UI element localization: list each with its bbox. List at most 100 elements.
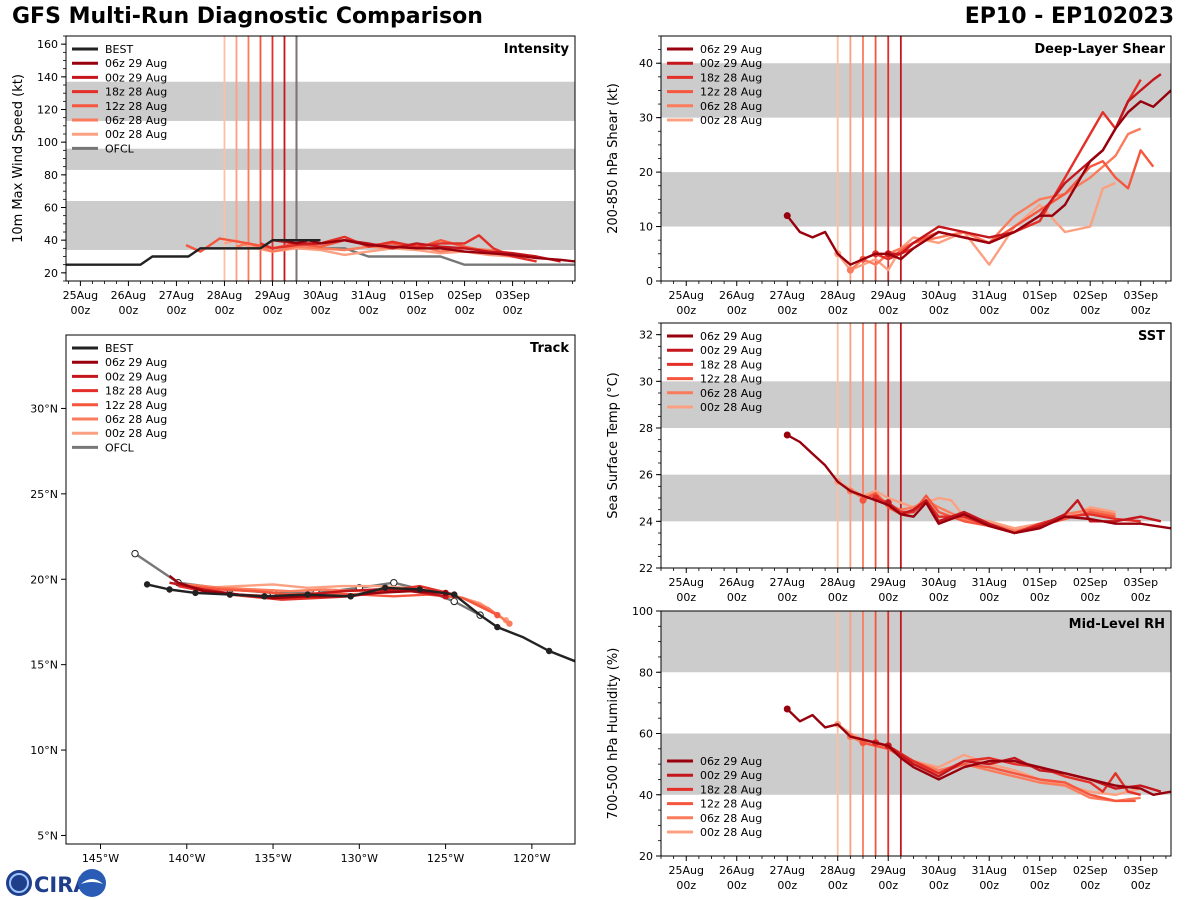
legend-label: 00z 28 Aug: [700, 401, 762, 414]
x-tick-label: 00z: [777, 591, 797, 604]
track-position-marker: [226, 591, 234, 598]
series-line-18z-28-aug: [875, 741, 1141, 796]
legend-label: 12z 28 Aug: [700, 373, 762, 386]
track-position-marker: [451, 591, 458, 598]
panel-title: Mid-Level RH: [1069, 617, 1165, 632]
y-tick-label: 100: [632, 605, 653, 618]
x-tick-label: 01Sep: [1022, 576, 1057, 589]
y-tick-label: 32: [639, 329, 653, 342]
x-tick-label: 01Sep: [399, 289, 434, 302]
series-line-06z-29-aug: [786, 433, 1171, 535]
x-tick-label: 00z: [777, 304, 797, 317]
y-tick-label: 28: [639, 422, 653, 435]
x-tick-label: 28Aug: [820, 289, 855, 302]
legend-label: 06z 28 Aug: [700, 387, 762, 400]
x-tick-label: 30Aug: [921, 864, 956, 877]
y-tick-label: 30: [639, 112, 653, 125]
series-line-06z-29-aug: [786, 708, 1171, 796]
plot-area-shear: [783, 36, 1171, 281]
logo-badge-icon: [78, 869, 106, 897]
plot-area-track: [131, 549, 575, 663]
y-tick-label: 24: [639, 515, 653, 528]
y-tick-label: 60: [639, 728, 653, 741]
legend-label: 00z 29 Aug: [105, 370, 167, 383]
x-tick-label: 135°W: [254, 852, 291, 865]
x-tick-label: 02Sep: [1073, 576, 1108, 589]
panel-title: Deep-Layer Shear: [1034, 42, 1165, 57]
y-tick-label: 22: [639, 562, 653, 575]
y-tick-label: 40: [639, 789, 653, 802]
series-line-12z-28-aug: [862, 149, 1155, 261]
track-position-marker: [506, 620, 513, 627]
y-tick-label: 80: [639, 666, 653, 679]
series-line-06z-29-aug: [168, 574, 446, 600]
legend-label: 06z 28 Aug: [105, 413, 167, 426]
run-start-marker: [783, 212, 791, 220]
x-tick-label: 00z: [71, 304, 91, 317]
chart-sst: 22 24 26 28 30 32 25Aug 00z 26Aug 00z 27Aug 00z 28Au…: [606, 322, 1172, 604]
x-tick-label: 26Aug: [719, 864, 754, 877]
threshold-band: [661, 381, 1171, 428]
y-tick-label: 120: [37, 104, 58, 117]
x-tick-label: 00z: [407, 304, 427, 317]
storm-id-label: EP10 - EP102023: [964, 4, 1174, 29]
x-tick-label: 27Aug: [769, 864, 804, 877]
legend-label: 18z 28 Aug: [105, 385, 167, 398]
y-tick-label: 10°N: [30, 744, 58, 757]
x-tick-label: 00z: [1080, 304, 1100, 317]
run-start-marker: [846, 266, 854, 274]
series-line-00z-29-aug: [887, 744, 1162, 793]
x-tick-label: 00z: [929, 304, 949, 317]
x-tick-label: 02Sep: [447, 289, 482, 302]
x-tick-label: 00z: [878, 879, 898, 892]
legend-label: 00z 28 Aug: [700, 826, 762, 839]
y-tick-label: 26: [639, 469, 653, 482]
y-tick-label: 160: [37, 38, 58, 51]
x-tick-label: 00z: [929, 879, 949, 892]
x-tick-label: 00z: [311, 304, 331, 317]
x-tick-label: 29Aug: [255, 289, 290, 302]
x-tick-label: 00z: [979, 591, 999, 604]
plot-area-sst: [783, 323, 1171, 568]
x-tick-label: 26Aug: [111, 289, 146, 302]
y-tick-label: 80: [44, 169, 58, 182]
legend-label: 06z 29 Aug: [105, 356, 167, 369]
legend-label: 00z 28 Aug: [700, 114, 762, 127]
x-tick-label: 145°W: [82, 852, 119, 865]
x-tick-label: 00z: [727, 879, 747, 892]
x-tick-label: 00z: [1030, 879, 1050, 892]
chart-track: 5°N 10°N 15°N 20°N 25°N 30°N 145°W 140°W 135°W 13…: [30, 334, 576, 865]
y-axis-label: 200-850 hPa Shear (kt): [606, 83, 621, 234]
x-tick-label: 00z: [1131, 591, 1151, 604]
x-tick-label: 28Aug: [207, 289, 242, 302]
x-tick-label: 00z: [828, 304, 848, 317]
x-tick-label: 00z: [979, 304, 999, 317]
x-tick-label: 31Aug: [971, 864, 1006, 877]
threshold-band: [66, 200, 575, 250]
y-tick-label: 60: [44, 202, 58, 215]
track-position-marker: [304, 591, 311, 598]
legend-label: 18z 28 Aug: [700, 358, 762, 371]
x-tick-label: 00z: [1080, 879, 1100, 892]
legend-label: 06z 29 Aug: [700, 330, 762, 343]
x-tick-label: 31Aug: [971, 576, 1006, 589]
track-position-marker: [131, 549, 139, 558]
x-tick-label: 00z: [1131, 304, 1151, 317]
y-axis-label: 10m Max Wind Speed (kt): [11, 74, 26, 243]
x-tick-label: 00z: [1030, 591, 1050, 604]
run-start-marker: [783, 431, 791, 439]
legend-label: 00z 29 Aug: [700, 57, 762, 70]
page-title: GFS Multi-Run Diagnostic Comparison: [12, 4, 483, 29]
y-axis-label: 700-500 hPa Humidity (%): [606, 648, 621, 820]
y-tick-label: 20: [639, 166, 653, 179]
series-line-ofcl: [296, 239, 575, 266]
legend-label: 06z 28 Aug: [105, 114, 167, 127]
x-tick-label: 00z: [828, 591, 848, 604]
x-tick-label: 02Sep: [1073, 864, 1108, 877]
x-tick-label: 03Sep: [1123, 576, 1158, 589]
legend-label: 06z 28 Aug: [700, 100, 762, 113]
y-tick-label: 15°N: [30, 659, 58, 672]
legend-label: BEST: [105, 43, 133, 56]
chart-rh: 20 40 60 80 100 25Aug 00z 26Aug 00z 27Aug 00z 28Aug…: [606, 605, 1172, 892]
y-tick-label: 20: [639, 850, 653, 863]
